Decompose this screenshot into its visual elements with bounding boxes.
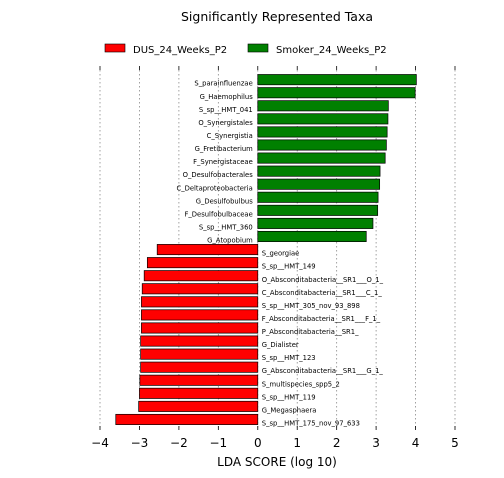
bar-label: G_Atopobium [207, 237, 253, 245]
bar-label: S_sp__HMT_305_nov_93_898 [262, 302, 360, 310]
x-tick-label: 3 [372, 436, 380, 450]
bar [140, 361, 259, 373]
bar-label: C_Deltaproteobacteria [176, 184, 252, 192]
x-tick-label: −1 [209, 436, 227, 450]
x-axis-label: LDA SCORE (log 10) [217, 455, 337, 469]
x-axis: −4 −3 −2 −1 0 1 2 3 4 5 [91, 66, 459, 450]
x-tick-label: 5 [451, 436, 459, 450]
bar [139, 387, 259, 399]
x-tick-label: 2 [333, 436, 341, 450]
x-tick-label: −3 [131, 436, 149, 450]
bar-label: F_Desulfobulbaceae [184, 210, 252, 218]
bar [257, 87, 416, 99]
legend: DUS_24_Weeks_P2 Smoker_24_Weeks_P2 [104, 43, 387, 56]
bar [257, 217, 374, 229]
legend-swatch-smoker [247, 43, 269, 53]
bar [257, 152, 386, 164]
bar [141, 283, 259, 295]
bar [257, 74, 417, 86]
bar-label: S_multispecies_spp5_2 [262, 380, 340, 388]
bar [257, 204, 379, 216]
bar [141, 322, 259, 334]
bar-label: S_sp__HMT_041 [199, 106, 253, 114]
bar-label: S_sp__HMT_149 [262, 263, 316, 271]
x-tick-label: 1 [293, 436, 301, 450]
bar [140, 348, 259, 360]
bar-label: O_Absconditabacteria__SR1___O_1_ [262, 276, 384, 284]
bar [257, 139, 387, 151]
bar [146, 257, 259, 269]
legend-label-smoker: Smoker_24_Weeks_P2 [276, 45, 387, 56]
bar [257, 100, 389, 112]
bar-label: G_Fretibacterium [195, 145, 254, 153]
bar-label: S_sp__HMT_119 [262, 393, 316, 401]
bar [257, 178, 381, 190]
bar-label: G_Megasphaera [262, 406, 317, 414]
bar-label: S_sp__HMT_175_nov_97_633 [262, 420, 360, 428]
bar-label: G_Dialister [262, 341, 299, 349]
bar-label: C_Absconditabacteria__SR1___C_1_ [262, 289, 383, 297]
bar [156, 244, 259, 256]
bar [140, 335, 259, 347]
bar [257, 230, 367, 242]
x-tick-label: −2 [170, 436, 188, 450]
legend-label-dus: DUS_24_Weeks_P2 [133, 45, 227, 56]
bar-label: S_sp__HMT_360 [199, 223, 253, 231]
chart-title: Significantly Represented Taxa [181, 9, 373, 24]
bar [138, 400, 259, 412]
bar-label: G_Desulfobulbus [196, 197, 254, 205]
bar [257, 165, 381, 177]
bar-label: S_parainfluenzae [194, 80, 252, 88]
bar-label: O_Synergistales [198, 119, 253, 127]
bar-label: C_Synergistia [207, 132, 253, 140]
bar-label: O_Desulfobacterales [183, 171, 254, 179]
bars: S_parainfluenzae G_Haemophilus S_sp__HMT_0… [115, 74, 417, 428]
bar [141, 296, 259, 308]
bar-label: F_Absconditabacteria__SR1___F_1_ [262, 315, 381, 323]
bar-label: S_sp__HMT_123 [262, 354, 316, 362]
bar [115, 413, 259, 425]
bar [141, 309, 259, 321]
legend-swatch-dus [104, 43, 126, 53]
bar [139, 374, 259, 386]
bar-label: P_Absconditabacteria__SR1_ [262, 328, 359, 336]
bar [257, 126, 388, 138]
bar-label: F_Synergistaceae [193, 158, 253, 166]
bar [257, 113, 389, 125]
x-tick-label: 4 [412, 436, 420, 450]
x-tick-label: −4 [91, 436, 109, 450]
bar-label: G_Absconditabacteria__SR1___G_1_ [262, 367, 384, 375]
bar-label: G_Haemophilus [200, 93, 254, 101]
x-tick-label: 0 [254, 436, 262, 450]
bar [143, 270, 259, 282]
bar [257, 191, 379, 203]
bar-label: S_georgiae [262, 250, 300, 258]
